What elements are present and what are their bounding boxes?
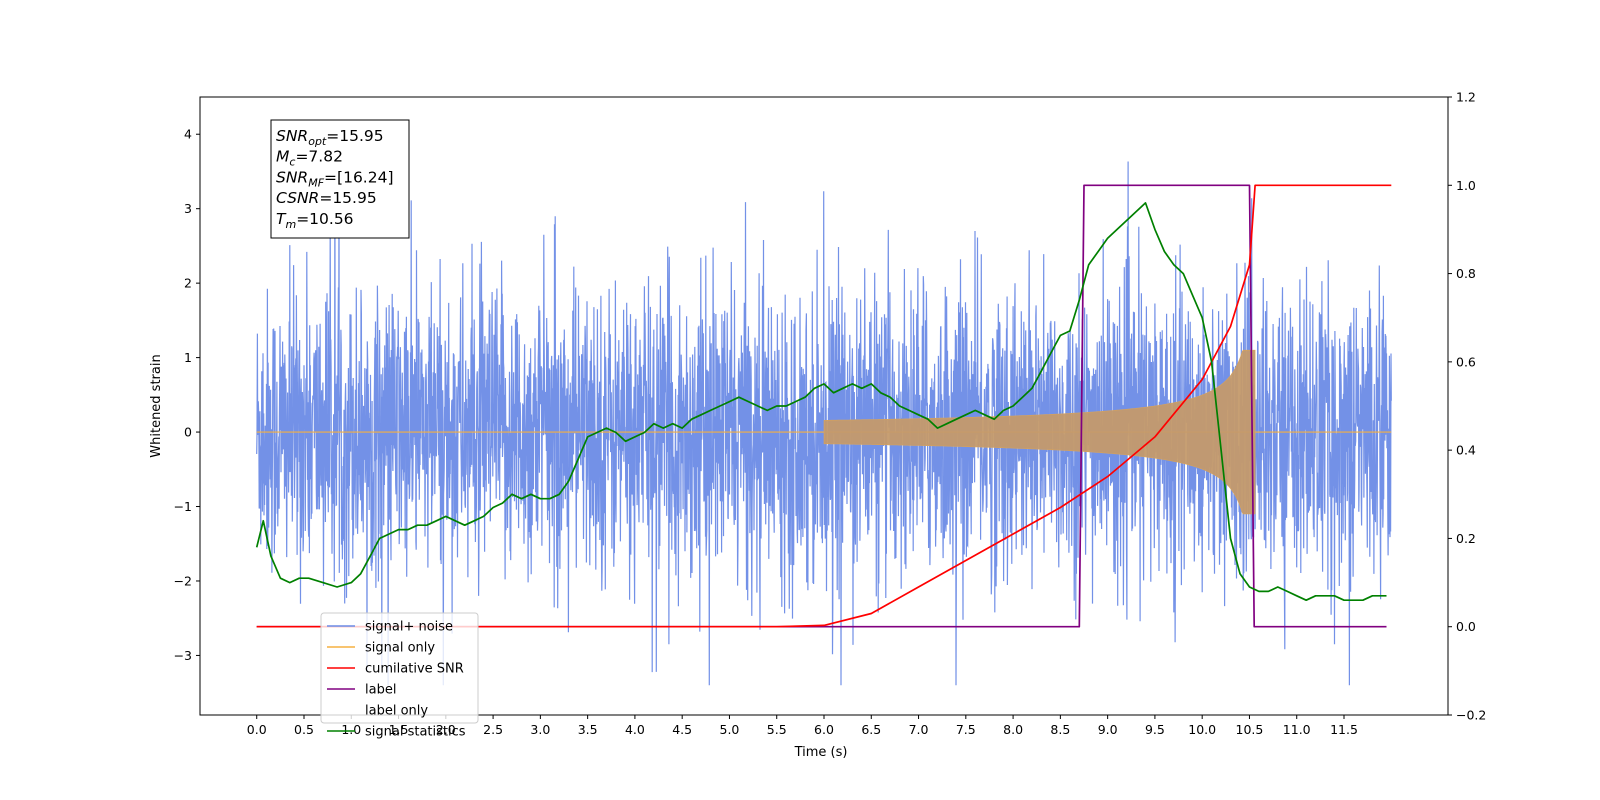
- y2-tick-label: 0.6: [1456, 354, 1476, 369]
- annotation-line: SNRopt=15.95: [276, 127, 384, 148]
- x-tick-label: 0.0: [247, 722, 267, 737]
- y-tick-label: −2: [174, 573, 192, 588]
- x-tick-label: 6.0: [814, 722, 834, 737]
- x-tick-label: 7.5: [956, 722, 976, 737]
- series-signal-only: [823, 349, 1256, 515]
- x-tick-label: 8.5: [1050, 722, 1070, 737]
- annotation-box: SNRopt=15.95Mc=7.82SNRMF=[16.24]CSNR=15.…: [270, 119, 410, 239]
- x-tick-label: 3.0: [530, 722, 550, 737]
- y-tick-label: −3: [174, 648, 192, 663]
- y-tick-label: 0: [184, 425, 192, 440]
- annotation-line: CSNR=15.95: [276, 189, 377, 207]
- x-tick-label: 6.5: [861, 722, 881, 737]
- annotation-line: Mc=7.82: [276, 148, 343, 169]
- x-tick-label: 4.5: [672, 722, 692, 737]
- x-tick-label: 10.0: [1188, 722, 1216, 737]
- x-tick-label: 8.0: [1003, 722, 1023, 737]
- legend-entry: label only: [365, 704, 428, 719]
- legend-entry: signal only: [365, 641, 435, 656]
- y2-tick-label: 0.0: [1456, 619, 1476, 634]
- y2-tick-label: 1.2: [1456, 90, 1476, 105]
- legend-entry: signal statistics: [365, 725, 466, 740]
- x-tick-label: 5.0: [720, 722, 740, 737]
- y2-tick-label: 0.8: [1456, 266, 1476, 281]
- annotation-line: SNRMF=[16.24]: [276, 168, 394, 189]
- x-tick-label: 9.5: [1145, 722, 1165, 737]
- signal-layer: [256, 349, 1392, 515]
- y-axis-right: 1.2 1.0 0.8 0.6 0.4 0.2 0.0 −0.2: [1448, 90, 1486, 723]
- y-axis-label: Whitened strain: [149, 354, 164, 457]
- legend-entry: label: [365, 683, 396, 698]
- y2-tick-label: 0.4: [1456, 443, 1476, 458]
- x-axis-label: Time (s): [794, 745, 848, 760]
- x-tick-label: 1.5: [389, 722, 409, 737]
- y-tick-label: 4: [184, 127, 192, 142]
- y-axis-left: 4 3 2 1 0 −1 −2 −3: [174, 127, 200, 663]
- x-tick-label: 0.5: [294, 722, 314, 737]
- y2-tick-label: −0.2: [1456, 708, 1486, 723]
- series-label: [256, 184, 1387, 628]
- series-cumulative-snr: [256, 184, 1392, 628]
- right-series-layer: [255, 184, 1392, 628]
- y2-tick-label: 0.2: [1456, 531, 1476, 546]
- x-tick-label: 11.5: [1330, 722, 1358, 737]
- x-tick-label: 1.0: [341, 722, 361, 737]
- y-tick-label: 3: [184, 201, 192, 216]
- y-tick-label: 1: [184, 350, 192, 365]
- x-tick-label: 2.5: [483, 722, 503, 737]
- annotation-line: Tm=10.56: [276, 210, 354, 231]
- series-signal-statistics: [255, 202, 1387, 602]
- x-tick-label: 9.0: [1098, 722, 1118, 737]
- x-tick-label: 7.0: [909, 722, 929, 737]
- x-tick-label: 2.0: [436, 722, 456, 737]
- y2-tick-label: 1.0: [1456, 178, 1476, 193]
- y-tick-label: 2: [184, 276, 192, 291]
- x-tick-label: 3.5: [578, 722, 598, 737]
- x-axis: 0.0 0.5 1.0 1.5 2.0 2.5 3.0 3.5 4.0 4.5 5.0 5.5 6.0 6…: [247, 715, 1358, 737]
- x-tick-label: 4.0: [625, 722, 645, 737]
- x-tick-label: 10.5: [1236, 722, 1264, 737]
- x-tick-label: 11.0: [1283, 722, 1311, 737]
- legend-entry: cumilative SNR: [365, 662, 464, 677]
- y-tick-label: −1: [174, 499, 192, 514]
- annotation-frame: [270, 119, 410, 239]
- legend-frame: [320, 612, 479, 724]
- legend: signal+ noise signal only cumilative SNR la…: [320, 612, 479, 740]
- x-tick-label: 5.5: [767, 722, 787, 737]
- legend-entry: signal+ noise: [365, 620, 453, 635]
